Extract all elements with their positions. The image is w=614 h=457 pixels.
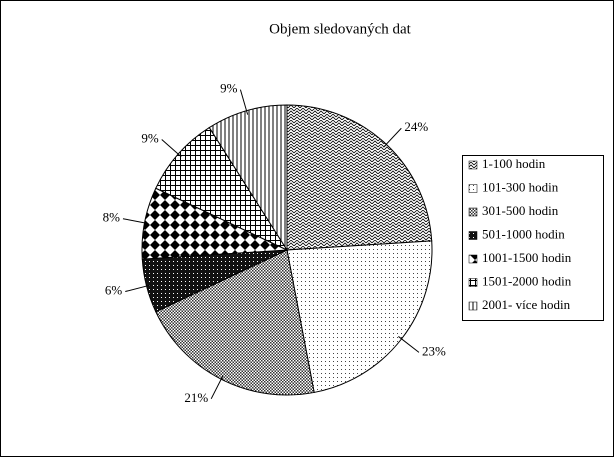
legend-label: 301-500 hodin (482, 203, 559, 218)
legend-label: 1001-1500 hodin (482, 250, 572, 265)
legend-label: 1501-2000 hodin (482, 273, 572, 288)
data-label: 23% (422, 343, 446, 358)
data-label: 24% (404, 119, 428, 134)
legend-label: 501-1000 hodin (482, 226, 565, 241)
leader-line (383, 127, 402, 148)
leader-line (161, 139, 182, 158)
chart-title: Objem sledovaných dat (269, 21, 411, 37)
legend-swatch (468, 231, 478, 240)
data-label: 9% (220, 81, 238, 96)
legend-swatch (468, 160, 478, 170)
data-label: 9% (141, 131, 159, 146)
data-label: 8% (103, 210, 121, 225)
legend-swatch (468, 301, 478, 311)
legend-label: 2001- více hodin (482, 297, 571, 312)
leader-line (210, 375, 224, 400)
data-label: 21% (184, 390, 208, 405)
leader-line (125, 284, 151, 293)
legend-swatch (468, 207, 478, 217)
legend-label: 101-300 hodin (482, 179, 559, 194)
legend-swatch (468, 254, 478, 264)
legend-swatch (468, 184, 478, 193)
leader-line (239, 89, 249, 115)
legend-swatch (468, 278, 478, 287)
leader-line (398, 336, 420, 353)
data-label: 6% (105, 283, 123, 298)
legend-label: 1-100 hodin (482, 156, 546, 171)
legend-box (462, 155, 604, 321)
leader-line (122, 218, 149, 225)
